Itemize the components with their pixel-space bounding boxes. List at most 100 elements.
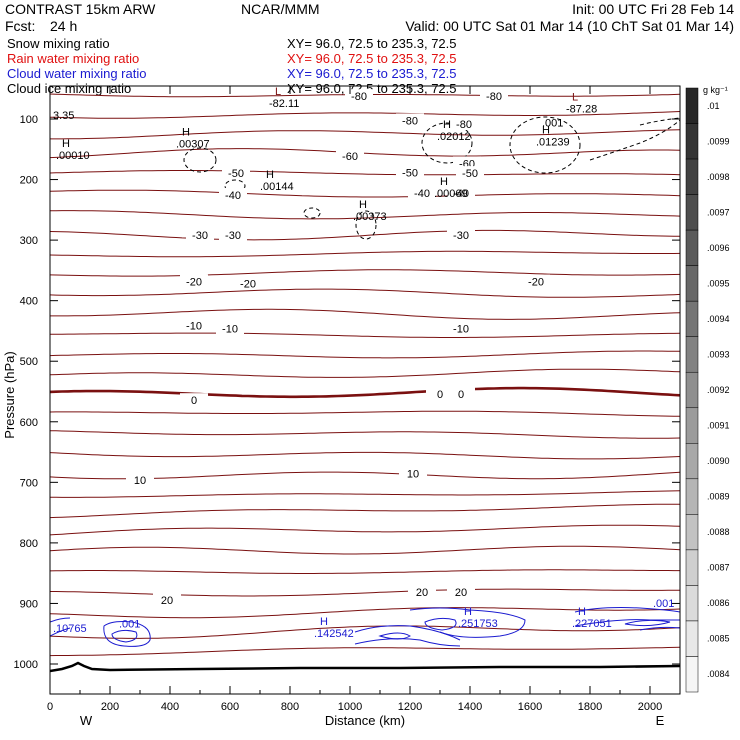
x-tick-label: 200 xyxy=(101,701,119,713)
extremum-value: 3.35 xyxy=(53,110,74,122)
temperature-contour xyxy=(50,524,680,536)
temperature-label: -20 xyxy=(528,277,544,289)
colorbar-cell xyxy=(685,265,699,302)
west-label: W xyxy=(80,713,93,728)
temperature-label: 10 xyxy=(407,468,419,480)
y-tick-label: 200 xyxy=(20,175,38,187)
temperature-label-bg xyxy=(216,321,244,335)
snow-contour xyxy=(421,122,473,164)
temperature-label-bg xyxy=(447,227,475,241)
temperature-label-bg xyxy=(153,593,181,607)
colorbar: .01 .0099 .0098 .0097 .0096 .0095 .0094 .0093 .0… xyxy=(685,87,730,693)
colorbar-cell xyxy=(685,585,699,622)
temperature-label-bg xyxy=(186,227,214,241)
valid-time: Valid: 00 UTC Sat 01 Mar 14 (10 ChT Sat … xyxy=(405,18,734,34)
temperature-contour xyxy=(50,332,680,338)
x-tick-label: 400 xyxy=(161,701,179,713)
temperature-contour xyxy=(50,625,680,639)
colorbar-label: .0086 xyxy=(707,598,730,608)
temperature-label: 0 xyxy=(437,389,443,401)
colorbar-cell xyxy=(685,123,699,160)
field-xy: XY= 96.0, 72.5 to 235.3, 72.5 xyxy=(287,81,457,96)
colorbar-cell xyxy=(685,87,699,124)
cloud-water-contour xyxy=(378,632,411,640)
colorbar-label: .0097 xyxy=(707,207,730,217)
temperature-label: -80 xyxy=(456,119,472,131)
temperature-label: -10 xyxy=(222,324,238,336)
temperature-label-bg xyxy=(219,187,247,201)
colorbar-label: .0098 xyxy=(707,172,730,182)
header: CONTRAST 15km ARW NCAR/MMM Init: 00 UTC … xyxy=(5,1,734,96)
colorbar-cell xyxy=(685,443,699,480)
terrain-surface xyxy=(50,661,680,673)
fcst-label: Fcst: xyxy=(5,18,35,34)
extremum-value: .00373 xyxy=(353,211,387,223)
cloud-water-contour xyxy=(574,607,680,613)
extremum-value: .001 xyxy=(542,117,563,129)
x-tick-label: 1800 xyxy=(578,701,602,713)
cloud-water-contour xyxy=(424,617,457,631)
field-xy: XY= 96.0, 72.5 to 235.3, 72.5 xyxy=(287,66,457,81)
temperature-contour xyxy=(50,368,680,378)
colorbar-label: .0089 xyxy=(707,492,730,502)
colorbar-label: .0088 xyxy=(707,527,730,537)
temperature-label: -50 xyxy=(462,168,478,180)
temperature-label-bg xyxy=(399,466,427,480)
temperature-labels: -80 -80-80 -80-60-60-50 -50-50-40 -40 -40-30-… xyxy=(126,89,550,607)
cloud-water-contour xyxy=(354,625,461,641)
temperature-label: -30 xyxy=(192,230,208,242)
y-tick-label: 500 xyxy=(20,356,38,368)
colorbar-cell xyxy=(685,229,699,266)
temperature-contour xyxy=(50,490,680,498)
temperature-label: -60 xyxy=(342,151,358,163)
colorbar-cell xyxy=(685,478,699,515)
extremum-marker: H xyxy=(440,176,448,188)
field-xy: XY= 96.0, 72.5 to 235.3, 72.5 xyxy=(287,51,457,66)
cloud-water-contour xyxy=(354,638,461,647)
temperature-contours xyxy=(50,93,680,657)
extremum-value: .251753 xyxy=(458,618,498,630)
colorbar-cell xyxy=(685,336,699,373)
field-name: Snow mixing ratio xyxy=(7,36,110,51)
temperature-label-bg xyxy=(447,321,475,335)
colorbar-label: .0096 xyxy=(707,243,730,253)
y-axis-label: Pressure (hPa) xyxy=(2,351,17,438)
x-tick-label: 1200 xyxy=(398,701,422,713)
temperature-label-bg xyxy=(408,585,436,599)
temperature-label: -40 xyxy=(414,188,430,200)
field-name: Rain water mixing ratio xyxy=(7,51,139,66)
temperature-label: 20 xyxy=(161,595,173,607)
temperature-label: -40 xyxy=(225,190,241,202)
cloud-water-contour xyxy=(624,619,671,627)
x-tick-label: 1400 xyxy=(458,701,482,713)
temperature-label: -80 xyxy=(486,91,502,103)
extremum-value: .142542 xyxy=(314,628,354,640)
snow-contour xyxy=(589,119,680,161)
extremum-value: .01239 xyxy=(536,137,570,149)
extremum-marker: H xyxy=(443,119,451,131)
extremum-value: .10765 xyxy=(53,623,87,635)
x-tick-label: 1600 xyxy=(518,701,542,713)
temperature-contour xyxy=(50,471,680,480)
field-xy: XY= 96.0, 72.5 to 235.3, 72.5 xyxy=(287,36,457,51)
extremum-value: -82.11 xyxy=(269,98,299,110)
cloud-water-contour xyxy=(409,607,526,638)
extremum-value: .00307 xyxy=(176,138,210,150)
y-tick-label: 300 xyxy=(20,235,38,247)
temperature-label: 0 xyxy=(191,395,197,407)
model-title: CONTRAST 15km ARW xyxy=(5,1,156,17)
colorbar-cell xyxy=(685,194,699,231)
colorbar-label: .0095 xyxy=(707,278,730,288)
temperature-contour xyxy=(50,111,680,119)
field-name: Cloud ice mixing ratio xyxy=(7,81,131,96)
x-tick-label: 1000 xyxy=(338,701,362,713)
temperature-label: -20 xyxy=(186,277,202,289)
init-time: Init: 00 UTC Fri 28 Feb 14 xyxy=(572,1,734,17)
snow-contour xyxy=(183,147,217,173)
temperature-label-bg xyxy=(345,89,373,103)
cloud-water-contour xyxy=(639,626,680,631)
extremum-marker: H xyxy=(320,616,328,628)
temperature-contour xyxy=(50,350,680,359)
temperature-label: 20 xyxy=(455,587,467,599)
